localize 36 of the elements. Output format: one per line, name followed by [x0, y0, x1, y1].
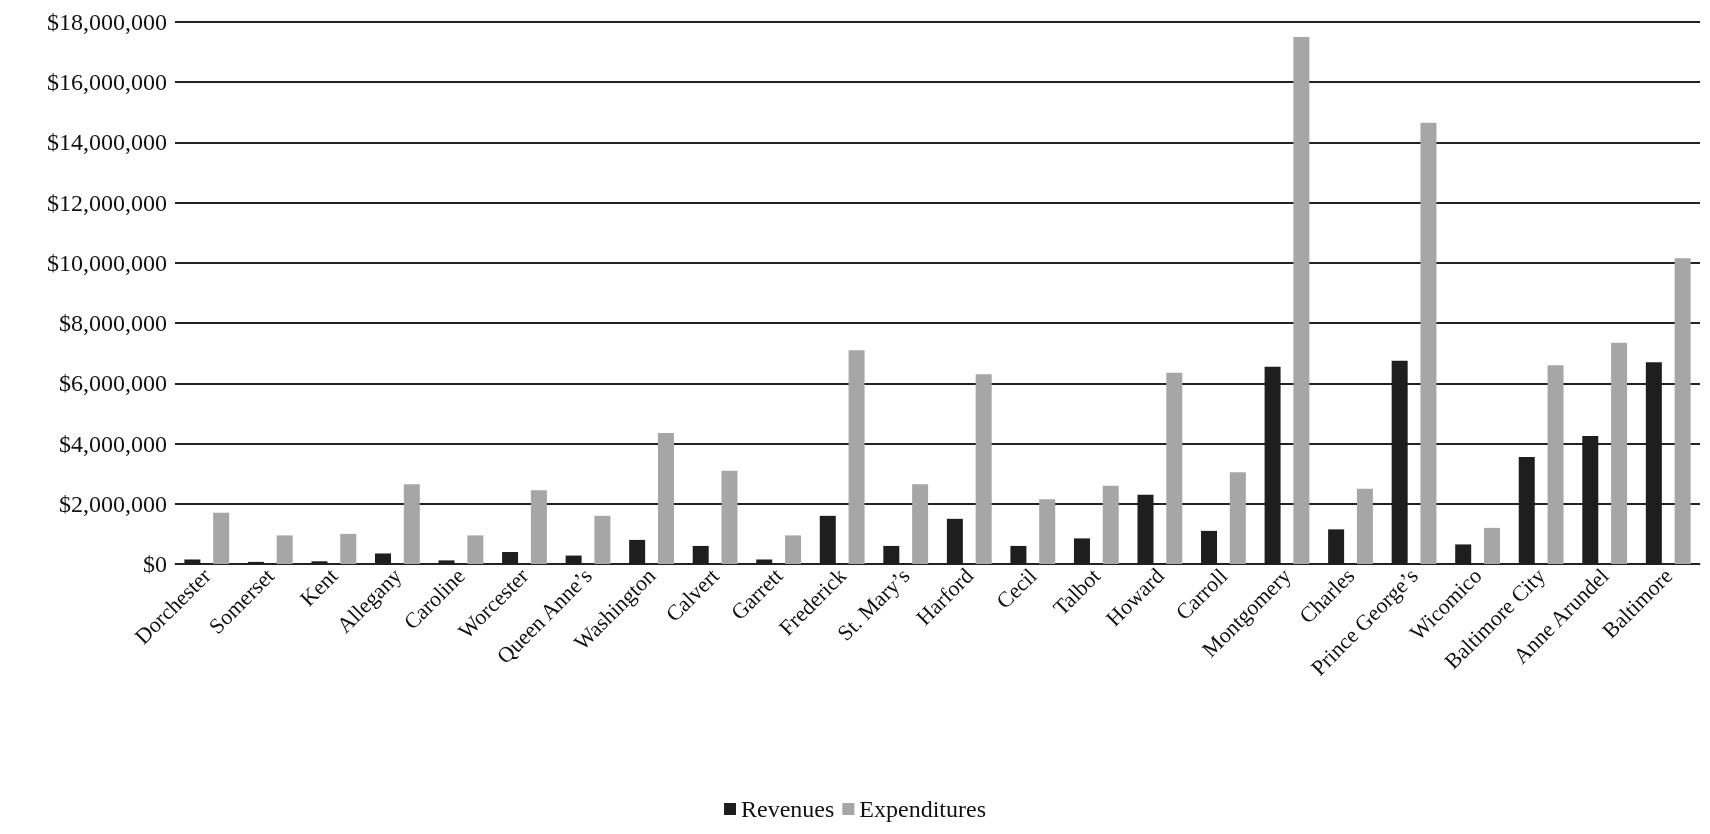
bar — [1484, 527, 1500, 564]
bar — [1039, 499, 1056, 564]
bar — [213, 512, 230, 564]
legend-label: Expenditures — [859, 796, 986, 822]
bar — [657, 433, 674, 564]
bar — [530, 490, 547, 564]
bar — [340, 533, 357, 564]
bar — [276, 535, 293, 564]
bar — [1611, 342, 1628, 564]
y-tick-label: $2,000,000 — [59, 490, 167, 517]
bar — [1229, 472, 1246, 564]
y-tick-label: $4,000,000 — [59, 430, 167, 457]
bar — [1674, 258, 1691, 564]
y-tick-label: $14,000,000 — [47, 129, 167, 156]
y-tick-label: $6,000,000 — [59, 370, 167, 397]
bar — [403, 484, 420, 564]
bar — [1547, 365, 1564, 564]
bar — [467, 535, 484, 564]
bar — [1420, 122, 1437, 564]
bar — [912, 484, 929, 564]
y-tick-label: $8,000,000 — [59, 310, 167, 337]
bar — [848, 350, 865, 564]
legend-label: Revenues — [741, 796, 835, 822]
bar — [1356, 488, 1373, 564]
y-tick-label: $16,000,000 — [47, 69, 167, 96]
y-tick-label: $12,000,000 — [47, 189, 167, 216]
bar — [975, 374, 992, 564]
bar — [721, 470, 738, 564]
bar — [594, 515, 611, 564]
bar — [1166, 372, 1183, 564]
x-tick-label: Kent — [294, 563, 343, 612]
bar — [785, 535, 802, 564]
y-tick-label: $10,000,000 — [47, 249, 167, 276]
bar — [1293, 37, 1310, 564]
bar — [1102, 485, 1119, 564]
y-tick-label: $18,000,000 — [47, 9, 167, 35]
